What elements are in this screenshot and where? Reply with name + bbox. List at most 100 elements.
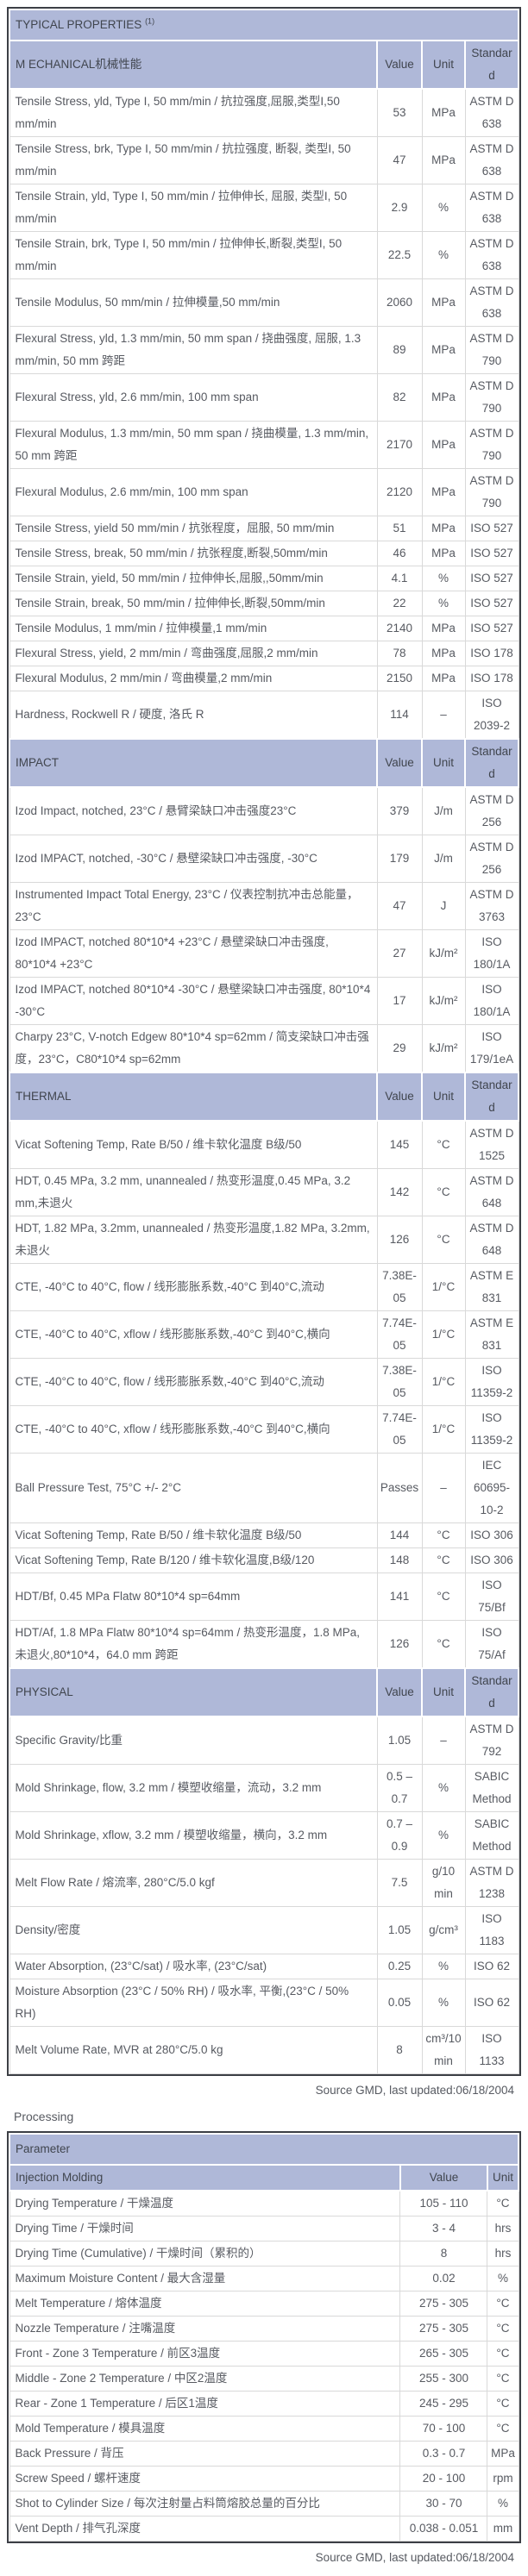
property-row: Moisture Absorption (23°C / 50% RH) / 吸水… (9, 1979, 519, 2027)
property-row: CTE, -40°C to 40°C, xflow / 线形膨胀系数,-40°C… (9, 1310, 519, 1359)
property-row: CTE, -40°C to 40°C, xflow / 线形膨胀系数,-40°C… (9, 1405, 519, 1454)
property-cell: Tensile Strain, yld, Type I, 50 mm/min /… (9, 184, 378, 232)
processing-table: Parameter Injection Molding Value Unit D… (9, 2133, 520, 2542)
parameter-cell: Vent Depth / 排气孔深度 (9, 2516, 401, 2542)
standard-cell: ASTM D 1238 (464, 1859, 519, 1907)
standard-cell: ISO 178 (464, 641, 519, 666)
parameter-cell: Drying Temperature / 干燥温度 (9, 2190, 401, 2216)
property-cell: Hardness, Rockwell R / 硬度, 洛氏 R (9, 691, 378, 740)
value-column-header: Value (376, 1667, 423, 1717)
property-row: Izod Impact, notched, 23°C / 悬臂梁缺口冲击强度23… (9, 786, 519, 835)
standard-cell: ASTM D 256 (464, 835, 519, 883)
unit-cell: g/cm³ (421, 1906, 466, 1954)
processing-row: Screw Speed / 螺杆速度 20 - 100 rpm (9, 2466, 519, 2492)
unit-cell: J (421, 882, 466, 930)
parameter-cell: Rear - Zone 1 Temperature / 后区1温度 (9, 2391, 401, 2417)
processing-row: Mold Temperature / 模具温度 70 - 100 °C (9, 2416, 519, 2442)
standard-cell: ISO 527 (464, 616, 519, 641)
property-cell: Flexural Modulus, 1.3 mm/min, 50 mm span… (9, 421, 378, 469)
value-cell: 7.74E-05 (376, 1405, 423, 1454)
standard-column-header: Standard (464, 1667, 519, 1717)
property-row: Melt Flow Rate / 熔流率, 280°C/5.0 kgf 7.5 g/… (9, 1859, 519, 1907)
value-cell: 3 - 4 (399, 2216, 488, 2241)
standard-cell: ISO 527 (464, 566, 519, 591)
unit-cell: °C (487, 2190, 519, 2216)
value-cell: 0.5 – 0.7 (376, 1764, 423, 1812)
source-note-processing: Source GMD, last updated:06/18/2004 (315, 2551, 514, 2564)
property-row: Tensile Stress, break, 50 mm/min / 抗张程度,… (9, 541, 519, 566)
property-cell: CTE, -40°C to 40°C, flow / 线形膨胀系数,-40°C … (9, 1263, 378, 1311)
value-cell: 1.05 (376, 1906, 423, 1954)
property-row: Hardness, Rockwell R / 硬度, 洛氏 R 114– ISO 2… (9, 691, 519, 740)
property-row: HDT, 1.82 MPa, 3.2mm, unannealed / 热变形温度… (9, 1216, 519, 1264)
property-cell: Instrumented Impact Total Energy, 23°C /… (9, 882, 378, 930)
value-cell: 144 (376, 1522, 423, 1548)
parameter-cell: Screw Speed / 螺杆速度 (9, 2466, 401, 2492)
unit-cell: % (421, 1811, 466, 1860)
processing-row: Back Pressure / 背压 0.3 - 0.7 MPa (9, 2441, 519, 2467)
standard-cell: ASTM D 638 (464, 231, 519, 279)
processing-header-row: Parameter (9, 2133, 519, 2166)
unit-cell: MPa (421, 278, 466, 327)
unit-cell: mm (487, 2516, 519, 2542)
property-cell: Moisture Absorption (23°C / 50% RH) / 吸水… (9, 1979, 378, 2027)
parameter-cell: Melt Temperature / 熔体温度 (9, 2291, 401, 2317)
processing-row: Melt Temperature / 熔体温度 275 - 305 °C (9, 2291, 519, 2317)
property-row: Tensile Strain, yld, Type I, 50 mm/min /… (9, 184, 519, 232)
value-cell: 20 - 100 (399, 2466, 488, 2492)
parameter-cell: Middle - Zone 2 Temperature / 中区2温度 (9, 2366, 401, 2392)
value-cell: 4.1 (376, 566, 423, 591)
unit-cell: MPa (421, 616, 466, 641)
standard-cell: ISO 180/1A (464, 977, 519, 1025)
property-row: Tensile Strain, yield, 50 mm/min / 拉伸伸长,… (9, 566, 519, 591)
value-cell: 29 (376, 1024, 423, 1073)
unit-cell: °C (421, 1168, 466, 1216)
unit-cell: J/m (421, 786, 466, 835)
property-row: Izod IMPACT, notched 80*10*4 -30°C / 悬壁梁… (9, 977, 519, 1025)
value-cell: 0.3 - 0.7 (399, 2441, 488, 2467)
value-cell: 2140 (376, 616, 423, 641)
property-cell: HDT/Af, 1.8 MPa Flatw 80*10*4 sp=64mm / … (9, 1620, 378, 1669)
unit-column-header: Unit (421, 1072, 466, 1122)
processing-row: Drying Time / 干燥时间 3 - 4 hrs (9, 2216, 519, 2241)
property-cell: Ball Pressure Test, 75°C +/- 2°C (9, 1453, 378, 1523)
property-row: Flexural Modulus, 2 mm/min / 弯曲模量,2 mm/m… (9, 666, 519, 691)
property-cell: Flexural Stress, yld, 2.6 mm/min, 100 mm… (9, 373, 378, 422)
unit-cell: °C (487, 2416, 519, 2442)
standard-cell: ISO 2039-2 (464, 691, 519, 740)
value-cell: 2120 (376, 468, 423, 516)
processing-heading: Processing (14, 2110, 74, 2123)
unit-cell: % (421, 1764, 466, 1812)
property-cell: Tensile Strain, break, 50 mm/min / 拉伸伸长,… (9, 591, 378, 616)
parameter-cell: Maximum Moisture Content / 最大含湿量 (9, 2266, 401, 2292)
property-row: Ball Pressure Test, 75°C +/- 2°C Passes – I… (9, 1453, 519, 1523)
unit-cell: % (421, 566, 466, 591)
standard-cell: SABIC Method (464, 1811, 519, 1860)
property-cell: HDT, 1.82 MPa, 3.2mm, unannealed / 热变形温度… (9, 1216, 378, 1264)
unit-cell: °C (487, 2341, 519, 2367)
unit-cell: °C (421, 1620, 466, 1669)
property-row: Charpy 23°C, V-notch Edgew 80*10*4 sp=62… (9, 1024, 519, 1073)
property-row: HDT/Bf, 0.45 MPa Flatw 80*10*4 sp=64mm 14… (9, 1572, 519, 1621)
property-cell: Mold Shrinkage, flow, 3.2 mm / 模塑收缩量，流动，… (9, 1764, 378, 1812)
value-cell: 30 - 70 (399, 2491, 488, 2517)
section-label-cell: IMPACT (9, 738, 378, 788)
value-cell: 47 (376, 882, 423, 930)
standard-cell: ASTM D 638 (464, 278, 519, 327)
unit-cell: % (421, 231, 466, 279)
value-cell: 0.05 (376, 1979, 423, 2027)
property-cell: HDT, 0.45 MPa, 3.2 mm, unannealed / 热变形温… (9, 1168, 378, 1216)
value-cell: 275 - 305 (399, 2316, 488, 2342)
value-cell: 7.74E-05 (376, 1310, 423, 1359)
value-cell: 89 (376, 326, 423, 374)
standard-cell: ISO 62 (464, 1954, 519, 1979)
unit-cell: 1/°C (421, 1358, 466, 1406)
property-cell: Vicat Softening Temp, Rate B/120 / 维卡软化温… (9, 1547, 378, 1573)
processing-row: Middle - Zone 2 Temperature / 中区2温度 255 -… (9, 2366, 519, 2392)
processing-row: Shot to Cylinder Size / 每次注射量占料筒熔胶总量的百分比… (9, 2491, 519, 2517)
unit-cell: kJ/m² (421, 1024, 466, 1073)
property-cell: CTE, -40°C to 40°C, flow / 线形膨胀系数,-40°C … (9, 1358, 378, 1406)
value-cell: 7.38E-05 (376, 1263, 423, 1311)
page: TYPICAL PROPERTIES (1) M ECHANICAL机械性能 Va… (7, 7, 521, 2569)
value-cell: 0.7 – 0.9 (376, 1811, 423, 1860)
